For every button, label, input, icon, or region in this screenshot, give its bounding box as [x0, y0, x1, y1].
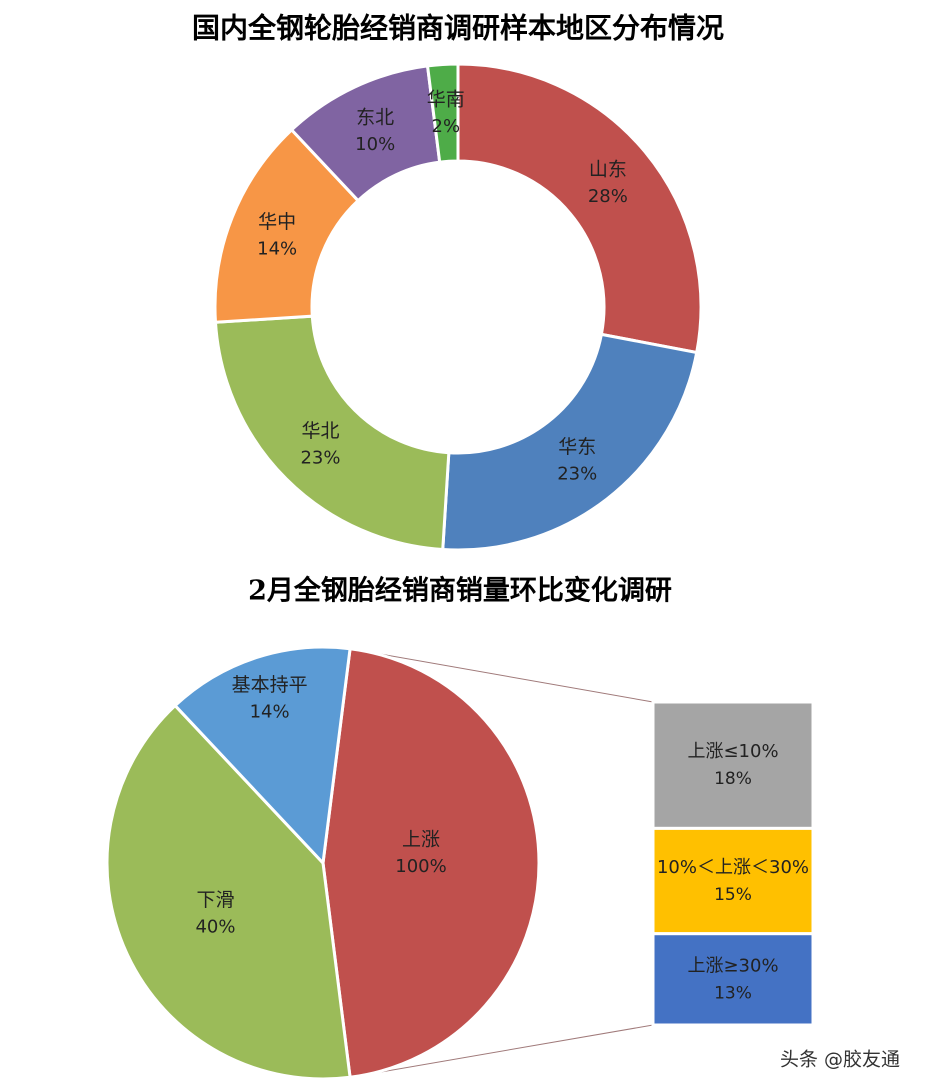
- bar-value-label: 13%: [714, 983, 752, 1003]
- donut-slice: [441, 332, 699, 552]
- slice-value-label: 100%: [395, 856, 446, 877]
- connector-line: [349, 648, 654, 703]
- slice-label: 山东: [589, 159, 627, 181]
- bar-segment: [651, 932, 815, 1027]
- bar-segment: [651, 700, 815, 830]
- pie-slice: [321, 647, 541, 1079]
- slice-value-label: 23%: [557, 464, 597, 485]
- connector-line: [349, 1024, 654, 1078]
- slice-label: 上涨: [402, 829, 440, 851]
- slice-value-label: 14%: [250, 702, 290, 723]
- donut-title: 国内全钢轮胎经销商调研样本地区分布情况: [192, 12, 724, 45]
- donut-slice: [425, 62, 460, 164]
- bar-value-label: 18%: [714, 769, 752, 789]
- pie-slice: [105, 703, 352, 1081]
- slice-label: 华北: [301, 420, 339, 442]
- pie-slice: [173, 645, 352, 867]
- slice-value-label: 10%: [355, 134, 395, 155]
- slice-label: 华南: [427, 88, 465, 110]
- slice-value-label: 40%: [195, 917, 235, 938]
- bar-label: 上涨≤10%: [687, 741, 778, 762]
- slice-label: 下滑: [196, 889, 234, 911]
- slice-value-label: 14%: [257, 238, 297, 259]
- watermark: 头条 @胶友通: [780, 1049, 900, 1071]
- slice-value-label: 23%: [300, 448, 340, 469]
- bar-segment: [651, 826, 815, 936]
- slice-label: 基本持平: [232, 674, 308, 696]
- donut-slice: [456, 62, 703, 355]
- donut-slice: [213, 314, 451, 552]
- pie-title: 2月全钢胎经销商销量环比变化调研: [248, 575, 672, 607]
- bar-label: 上涨≥30%: [687, 955, 778, 976]
- bar-value-label: 15%: [714, 885, 752, 905]
- slice-value-label: 28%: [588, 186, 628, 207]
- slice-label: 东北: [356, 107, 394, 129]
- bar-label: 10%＜上涨＜30%: [657, 857, 809, 878]
- slice-label: 华东: [558, 436, 596, 458]
- slice-label: 华中: [258, 211, 296, 233]
- slice-value-label: 2%: [432, 116, 461, 137]
